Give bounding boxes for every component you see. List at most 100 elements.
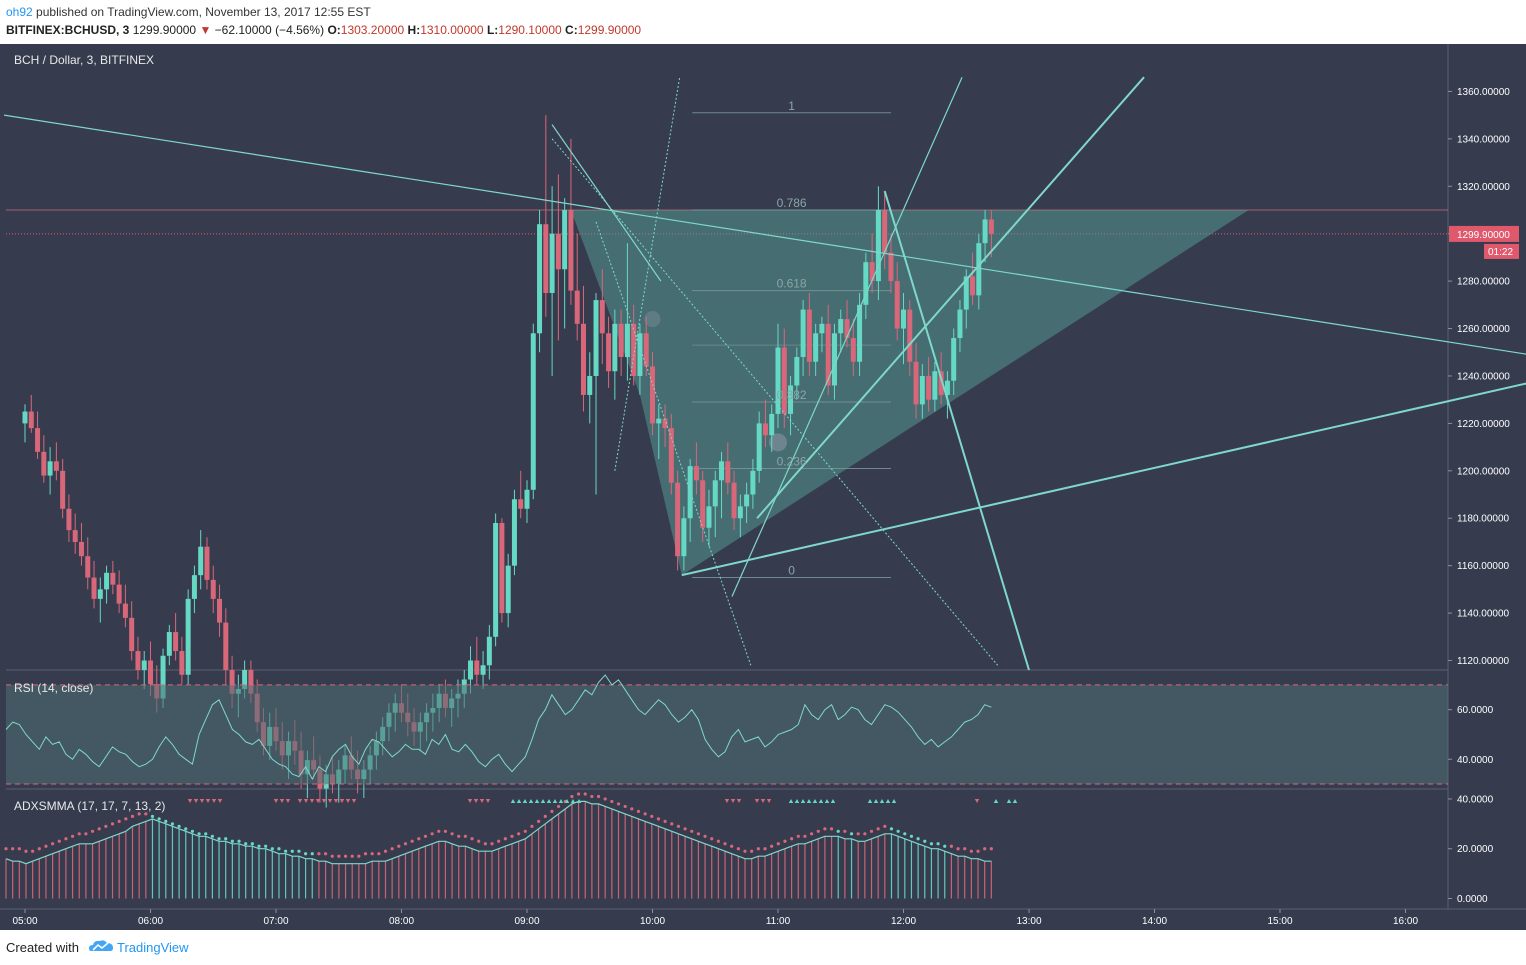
candle-body — [800, 309, 806, 357]
price-tick-label: 1280.00000 — [1457, 277, 1510, 288]
candle-body — [562, 209, 568, 270]
candle-body — [580, 323, 586, 395]
buy-marker-icon — [873, 799, 879, 803]
buy-marker-icon — [891, 799, 897, 803]
tradingview-link[interactable]: TradingView — [117, 940, 189, 955]
candle-body — [135, 651, 141, 670]
adx-signal-dot — [596, 794, 601, 799]
adx-signal-dot — [750, 849, 754, 853]
adx-signal-dot — [590, 794, 594, 799]
chart-area[interactable]: 1 0.786 0.618 0.382 0.236 0 BCH / Dollar, 3, … — [0, 44, 1526, 930]
buy-marker-icon — [534, 799, 540, 803]
candle-body — [248, 670, 254, 694]
candle-body — [555, 233, 561, 270]
candle-body — [719, 461, 725, 481]
fib-diagonal-dotted — [551, 138, 999, 666]
candle-body — [549, 233, 555, 293]
adx-signal-dot — [170, 822, 175, 826]
candle-body — [844, 319, 850, 339]
adx-signal-dot — [770, 844, 774, 848]
time-tick-label: 08:00 — [389, 916, 414, 927]
sell-marker-icon — [211, 799, 217, 803]
candle-body — [543, 224, 549, 293]
time-axis[interactable]: 05:00 06:00 07:00 08:00 09:00 10:00 11:00 12:00… — [12, 909, 1418, 927]
candle-body — [511, 499, 517, 566]
adx-signal-dot — [889, 827, 894, 831]
adx-signal-dot — [44, 844, 48, 848]
adx-signal-dot — [490, 842, 494, 846]
adx-signal-dot — [483, 842, 487, 846]
rising-channel-line — [756, 76, 1145, 519]
adx-signal-dot — [51, 842, 55, 846]
rsi-tick-label: 60.0000 — [1457, 705, 1494, 716]
candle-body — [185, 598, 191, 675]
adx-signal-dot — [503, 837, 507, 841]
fib-level-label: 0.786 — [777, 196, 807, 210]
drawing-lines[interactable] — [3, 76, 1526, 671]
adx-signal-dot — [430, 832, 434, 836]
adx-signal-dot — [284, 849, 288, 853]
candle-body — [806, 309, 812, 362]
candle-body — [693, 466, 699, 481]
author-link[interactable]: oh92 — [6, 5, 33, 19]
sell-marker-icon — [309, 799, 315, 803]
sell-marker-icon — [345, 799, 351, 803]
adx-signal-dot — [876, 827, 880, 831]
low-value: 1290.10000 — [498, 23, 562, 37]
candle-body — [957, 309, 963, 339]
steep-down-line — [883, 190, 1030, 671]
adx-signal-dot — [443, 829, 448, 833]
adx-signal-dot — [137, 812, 141, 816]
main-pane-title: BCH / Dollar, 3, BITFINEX — [14, 53, 154, 67]
candle-body — [179, 651, 185, 675]
adx-signal-dot — [150, 814, 155, 818]
adx-tick-label: 20.0000 — [1457, 844, 1494, 855]
adx-signal-dot — [730, 844, 734, 848]
adx-signal-dot — [736, 847, 740, 851]
high-value: 1310.00000 — [420, 23, 484, 37]
candle-body — [656, 418, 662, 424]
candle-body — [229, 670, 235, 694]
adx-signal-dot — [457, 834, 461, 838]
sell-marker-icon — [217, 799, 223, 803]
buy-marker-icon — [806, 799, 812, 803]
adx-signal-dot — [317, 852, 321, 856]
price-tick-label: 1240.00000 — [1457, 371, 1510, 382]
rsi-band-fill — [6, 684, 1448, 785]
adx-signal-dot — [31, 849, 35, 853]
candle-body — [568, 209, 574, 291]
candle-body — [913, 361, 919, 405]
price-tick-label: 1360.00000 — [1457, 87, 1510, 98]
adx-signal-dot — [683, 827, 687, 831]
adx-signal-dot — [796, 834, 800, 838]
adx-signal-dot — [656, 817, 661, 821]
time-tick-label: 06:00 — [138, 916, 163, 927]
sell-marker-icon — [766, 799, 772, 803]
candle-body — [223, 622, 229, 670]
buy-marker-icon — [522, 799, 528, 803]
adx-signal-dot — [11, 847, 15, 851]
candle-body — [769, 413, 775, 436]
adx-signal-dot — [270, 847, 274, 851]
triangle-pattern-fill — [570, 209, 1249, 576]
buy-marker-icon — [885, 799, 891, 803]
buy-marker-icon — [812, 799, 818, 803]
price-tick-label: 1200.00000 — [1457, 466, 1510, 477]
adx-signal-dot — [250, 842, 254, 846]
adx-signal-dot — [543, 814, 547, 818]
time-tick-label: 11:00 — [766, 916, 791, 927]
adx-signal-dot — [477, 839, 481, 843]
adx-signal-dot — [849, 832, 854, 836]
drag-handle — [769, 433, 787, 452]
chart-header: oh92 published on TradingView.com, Novem… — [0, 0, 1526, 44]
price-axis[interactable]: 1120.00000 1140.00000 1160.00000 1180.00000… — [1448, 87, 1519, 905]
candle-body — [66, 508, 72, 531]
candle-body — [78, 541, 84, 557]
candle-body — [781, 347, 787, 414]
adx-signal-dot — [603, 797, 607, 801]
sell-marker-icon — [279, 799, 285, 803]
candle-body — [882, 209, 888, 253]
buy-marker-icon — [564, 799, 570, 803]
time-tick-label: 15:00 — [1267, 916, 1292, 927]
candle-body — [160, 655, 166, 699]
